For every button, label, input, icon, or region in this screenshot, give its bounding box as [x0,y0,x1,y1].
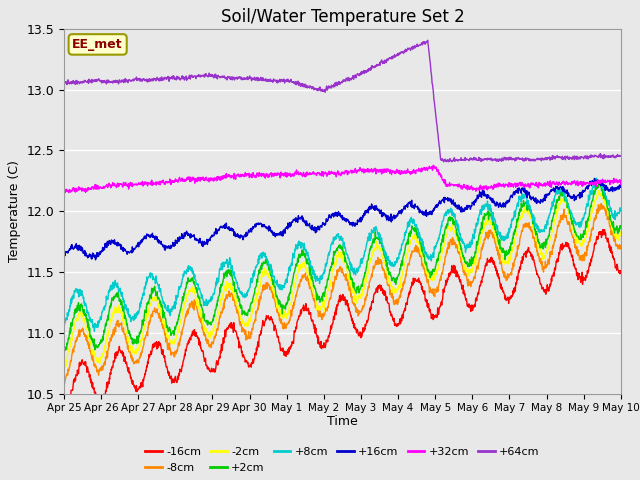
+8cm [593,175,600,181]
+2cm [308,273,316,279]
Legend: -16cm, -8cm, -2cm, +2cm, +8cm, +16cm, +32cm, +64cm: -16cm, -8cm, -2cm, +2cm, +8cm, +16cm, +3… [141,443,544,478]
+64cm [617,153,625,159]
+16cm [378,207,385,213]
-16cm [308,318,316,324]
Line: +64cm: +64cm [64,40,621,162]
+32cm [61,190,68,195]
Text: EE_met: EE_met [72,38,123,51]
+8cm [91,328,99,334]
-2cm [595,187,603,193]
+8cm [318,274,326,279]
-2cm [104,330,111,336]
+64cm [126,77,134,83]
+16cm [308,222,316,228]
+2cm [126,331,134,336]
+32cm [126,182,134,188]
+16cm [104,239,111,244]
+8cm [617,206,625,212]
+16cm [60,253,68,259]
-2cm [297,262,305,268]
-2cm [126,343,134,349]
+64cm [60,80,68,85]
+8cm [104,297,111,302]
+8cm [308,267,316,273]
Line: +8cm: +8cm [64,178,621,331]
+16cm [591,176,598,181]
-2cm [378,245,385,251]
+16cm [617,180,625,186]
-8cm [104,355,111,360]
+32cm [308,170,316,176]
+2cm [60,348,68,354]
-8cm [61,380,68,386]
Line: -2cm: -2cm [64,190,621,367]
-2cm [308,286,316,292]
+8cm [60,323,68,329]
+2cm [318,296,326,301]
+2cm [596,179,604,185]
+64cm [318,88,326,94]
-8cm [378,261,385,267]
-16cm [318,345,326,350]
+16cm [126,249,134,255]
+16cm [92,257,99,263]
-2cm [318,303,326,309]
-2cm [60,360,68,366]
-16cm [600,227,607,232]
+32cm [60,187,68,193]
+8cm [126,312,134,318]
+16cm [318,223,326,228]
-2cm [617,229,625,235]
-8cm [126,349,134,355]
+8cm [297,242,305,248]
+64cm [296,81,304,86]
-8cm [318,314,326,320]
+32cm [297,170,305,176]
+64cm [377,60,385,65]
+2cm [617,225,625,231]
-16cm [104,385,111,391]
-16cm [617,268,625,274]
-8cm [297,276,305,282]
-2cm [62,364,70,370]
-8cm [617,245,625,251]
-16cm [60,406,68,412]
+64cm [440,159,447,165]
Y-axis label: Temperature (C): Temperature (C) [8,160,21,262]
-8cm [598,201,605,206]
-8cm [60,380,68,385]
X-axis label: Time: Time [327,415,358,428]
+16cm [297,216,305,222]
-16cm [61,408,68,414]
-8cm [308,291,316,297]
+64cm [103,77,111,83]
-16cm [378,283,385,288]
+8cm [378,239,385,245]
+32cm [429,163,437,168]
+64cm [308,86,316,92]
+2cm [103,317,111,323]
Line: +2cm: +2cm [64,182,621,351]
-16cm [126,371,134,377]
+32cm [104,184,111,190]
Line: +32cm: +32cm [64,166,621,192]
+64cm [424,37,431,43]
Line: +16cm: +16cm [64,179,621,260]
Line: -8cm: -8cm [64,204,621,383]
Line: -16cm: -16cm [64,229,621,411]
+32cm [617,181,625,187]
+32cm [318,171,326,177]
+32cm [378,169,385,175]
+2cm [377,238,385,244]
+2cm [296,253,304,259]
-16cm [297,307,305,313]
Title: Soil/Water Temperature Set 2: Soil/Water Temperature Set 2 [221,8,464,26]
